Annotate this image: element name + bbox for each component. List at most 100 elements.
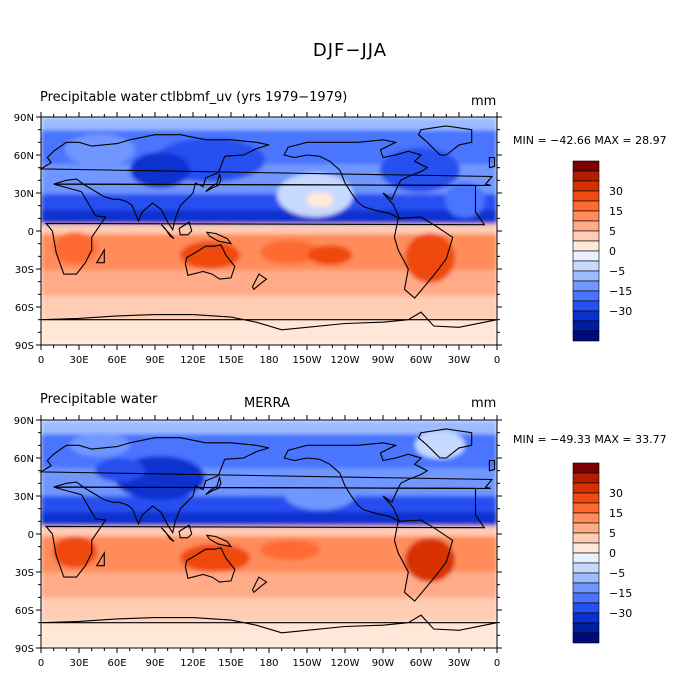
panel1-colorbar-swatch	[572, 170, 600, 182]
panel1-units: mm	[471, 94, 497, 109]
panel1-colorbar-swatch	[572, 310, 600, 322]
panel2-coastlines	[39, 428, 498, 634]
panel2-ytick-label: 0	[28, 530, 34, 541]
coastline-outline	[251, 273, 268, 291]
coastline-outline	[95, 551, 105, 567]
coastline-outline	[417, 428, 473, 459]
panel2-colorbar-swatch	[572, 532, 600, 544]
panel1-xtick-label: 30E	[69, 355, 88, 366]
coastline-outline	[488, 156, 496, 169]
panel1-colorbar-swatch	[572, 220, 600, 232]
panel2-colorbar-swatch	[572, 502, 600, 514]
panel1-colorbar-swatch	[572, 290, 600, 302]
panel1-ytick-label: 60N	[14, 151, 34, 162]
panel2-map	[41, 420, 497, 648]
panel1-colorbar: 30 15 5 0 −5 −15 −30	[572, 160, 632, 342]
panel1-xtick-label: 120W	[331, 355, 360, 366]
panel1-colorbar-swatch	[572, 200, 600, 212]
panel2-source-label: MERRA	[244, 396, 290, 411]
panel2-ytick-label: 60N	[14, 454, 34, 465]
panel1-xtick-label: 180	[259, 355, 278, 366]
panel1-map	[41, 117, 497, 345]
panel1-axes: 0 30E 60E 90E 120E 150E 180 150W 120W 90W 60W 30W 09…	[14, 112, 502, 366]
panel2-xtick-label: 60W	[410, 658, 433, 669]
panel2-ytick-label: 90N	[14, 416, 34, 427]
panel1-xtick-label: 0	[494, 355, 500, 366]
coastline-outline	[160, 527, 175, 543]
panel2-colorbar-swatch	[572, 462, 600, 474]
panel1-ytick-label: 0	[28, 227, 34, 238]
panel2-colorbar-swatch	[572, 482, 600, 494]
panel1-colorbar-label: −30	[609, 305, 632, 318]
coastline-outline	[205, 173, 222, 193]
panel2-colorbar-label: 15	[609, 507, 623, 520]
panel2-xtick-label: 150W	[293, 658, 322, 669]
panel1-colorbar-swatch	[572, 180, 600, 192]
panel2-colorbar-swatch	[572, 512, 600, 524]
panel2-colorbar-label: 30	[609, 487, 623, 500]
panel1-colorbar-swatch	[572, 330, 600, 342]
panel1-colorbar-swatch	[572, 230, 600, 242]
panel2-xtick-label: 30E	[69, 658, 88, 669]
panel1-xtick-label: 60E	[107, 355, 126, 366]
panel1-colorbar-label: 15	[609, 205, 623, 218]
panel1-colorbar-swatch	[572, 210, 600, 222]
panel2-xtick-label: 120W	[331, 658, 360, 669]
panel2-colorbar-swatch	[572, 562, 600, 574]
panel2-colorbar-swatch	[572, 492, 600, 504]
panel2-colorbar-swatch	[572, 472, 600, 484]
panel2-colorbar-label: −15	[609, 587, 632, 600]
panel1-ytick-label: 90N	[14, 113, 34, 124]
panel1-ytick-label: 60S	[15, 303, 34, 314]
panel2-stats: MIN = −49.33 MAX = 33.77	[513, 433, 667, 446]
coastline-outline	[184, 547, 236, 583]
panel2-xtick-label: 180	[259, 658, 278, 669]
panel2-xtick-label: 0	[494, 658, 500, 669]
coastline-outline	[184, 244, 236, 280]
panel1-ytick-label: 90S	[15, 341, 34, 352]
panel2-colorbar-swatch	[572, 572, 600, 584]
panel1-colorbar-swatch	[572, 320, 600, 332]
panel2-colorbar-swatch	[572, 542, 600, 554]
coastline-outline	[393, 216, 454, 299]
panel2-variable-label: Precipitable water	[40, 392, 158, 407]
panel1-coastlines	[39, 125, 498, 331]
panel2-colorbar-swatch	[572, 632, 600, 644]
panel2-colorbar-label: −30	[609, 607, 632, 620]
coastline-outline	[251, 576, 268, 594]
panel2-colorbar-swatch	[572, 522, 600, 534]
panel1-stats: MIN = −42.66 MAX = 28.97	[513, 134, 667, 147]
panel1-colorbar-swatch	[572, 240, 600, 252]
panel1-colorbar-swatch	[572, 250, 600, 262]
panel2-xtick-label: 0	[38, 658, 44, 669]
panel2-colorbar-swatch	[572, 592, 600, 604]
panel2-colorbar-label: −5	[609, 567, 625, 580]
panel2-xtick-label: 30W	[448, 658, 471, 669]
panel2-units: mm	[471, 396, 497, 411]
panel1-colorbar-label: 5	[609, 225, 616, 238]
coastline-outline	[178, 221, 193, 236]
coastline-outline	[44, 183, 486, 275]
coastline-outline	[44, 486, 486, 578]
panel2-colorbar-swatch	[572, 602, 600, 614]
panel2-ytick-label: 30S	[15, 568, 34, 579]
panel1-ytick-label: 30N	[14, 189, 34, 200]
panel2-xtick-label: 120E	[180, 658, 205, 669]
panel2-colorbar-swatch	[572, 582, 600, 594]
panel1-xtick-label: 0	[38, 355, 44, 366]
coastline-outline	[40, 311, 498, 331]
coastline-outline	[393, 519, 454, 602]
coastline-outline	[40, 614, 498, 634]
coastline-outline	[39, 134, 494, 232]
panel2-ytick-label: 30N	[14, 492, 34, 503]
panel1-ytick-label: 30S	[15, 265, 34, 276]
panel1-xtick-label: 30W	[448, 355, 471, 366]
panel1-colorbar-label: 0	[609, 245, 616, 258]
coastline-outline	[205, 476, 222, 496]
panel2-colorbar-label: 5	[609, 527, 616, 540]
panel1-colorbar-label: −5	[609, 265, 625, 278]
panel1-colorbar-swatch	[572, 300, 600, 312]
panel2-axes: 0 30E 60E 90E 120E 150E 180 150W 120W 90W 60W 30W 09…	[14, 415, 502, 669]
panel2-ytick-label: 60S	[15, 606, 34, 617]
